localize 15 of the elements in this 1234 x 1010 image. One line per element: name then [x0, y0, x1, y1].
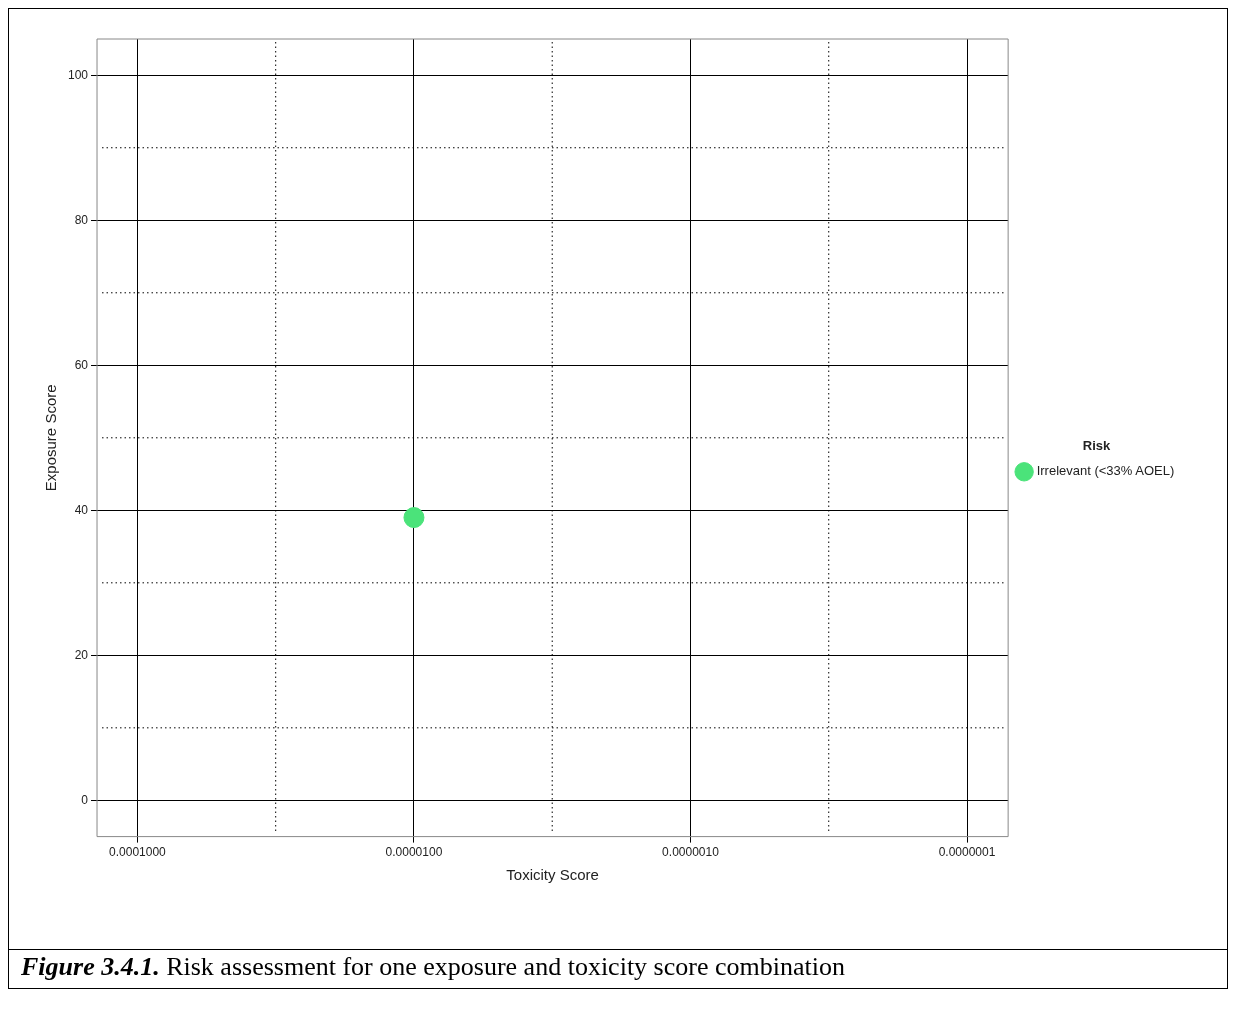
x-tick-label: 0.0000100 — [385, 845, 443, 860]
y-tick-label: 20 — [74, 647, 89, 662]
legend-label: Irrelevant (<33% AOEL) — [1036, 463, 1175, 479]
caption: Figure 3.4.1. Risk assessment for one exposure and toxicity score combination — [21, 952, 845, 981]
y-tick-label: 40 — [74, 502, 89, 517]
y-tick-label: 60 — [74, 357, 89, 372]
legend-title: Risk — [1082, 437, 1112, 453]
x-tick-label: 0.0000001 — [938, 845, 996, 860]
x-tick-label: 0.0000010 — [662, 845, 720, 860]
y-tick-label: 80 — [74, 212, 89, 227]
y-tick-label: 100 — [67, 67, 89, 82]
x-tick-label: 0.0001000 — [109, 845, 167, 860]
x-axis-title: Toxicity Score — [506, 866, 599, 884]
y-tick-label: 0 — [81, 792, 89, 807]
y-axis-title: Exposure Score — [42, 384, 60, 492]
